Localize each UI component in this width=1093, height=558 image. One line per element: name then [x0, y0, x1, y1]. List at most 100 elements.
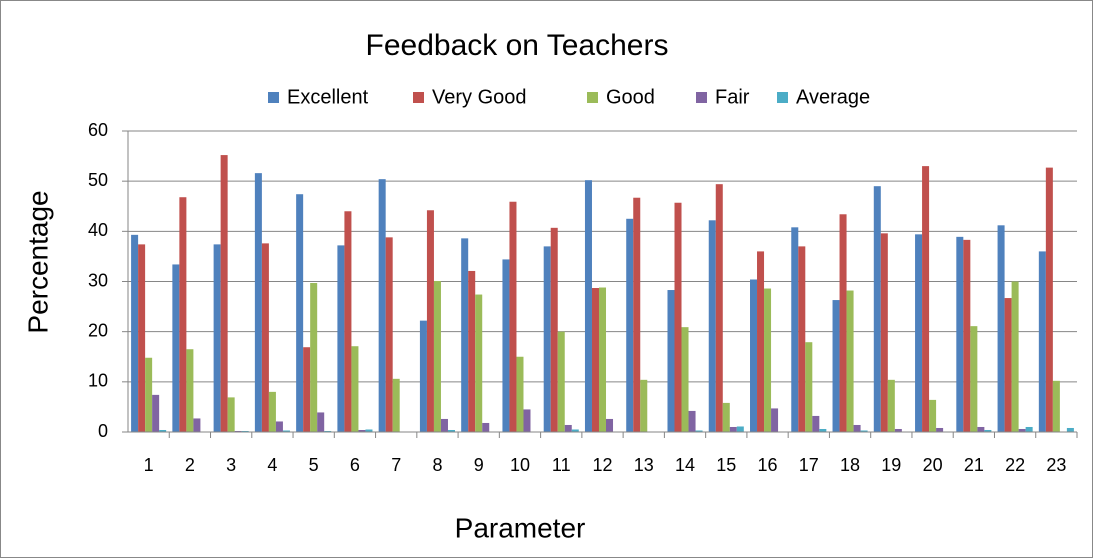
- bar: [385, 237, 393, 432]
- bar: [984, 429, 992, 432]
- bar: [344, 211, 352, 432]
- x-axis-title: Parameter: [455, 512, 586, 543]
- x-tick-label: 9: [474, 455, 484, 475]
- bar: [213, 244, 221, 432]
- bar: [1018, 428, 1026, 432]
- bar: [365, 429, 373, 432]
- legend-swatch: [268, 92, 279, 103]
- bar: [564, 424, 572, 432]
- x-tick-label: 17: [799, 455, 819, 475]
- y-tick-label: 10: [88, 371, 108, 391]
- bar: [798, 246, 806, 432]
- bar: [138, 244, 146, 432]
- bar: [172, 264, 180, 432]
- bar: [674, 202, 682, 432]
- x-tick-label: 13: [634, 455, 654, 475]
- x-tick-label: 4: [267, 455, 277, 475]
- bar: [1038, 251, 1046, 432]
- legend-label: Fair: [715, 86, 750, 108]
- y-tick-label: 20: [88, 320, 108, 340]
- x-tick-label: 21: [964, 455, 984, 475]
- bar: [1025, 426, 1033, 432]
- bar: [977, 426, 985, 432]
- bar: [853, 424, 861, 432]
- bar: [860, 430, 868, 432]
- bar: [241, 430, 249, 432]
- bar: [131, 234, 139, 432]
- bar: [227, 397, 235, 432]
- bar: [254, 173, 262, 432]
- bar: [1052, 380, 1060, 432]
- bar: [915, 234, 923, 432]
- bar: [936, 427, 944, 432]
- x-tick-label: 8: [432, 455, 442, 475]
- bar: [261, 243, 269, 432]
- bar: [145, 357, 153, 432]
- x-tick-label: 22: [1005, 455, 1025, 475]
- x-tick-label: 14: [675, 455, 695, 475]
- bar: [317, 412, 325, 432]
- bar: [392, 378, 400, 432]
- x-tick-label: 23: [1046, 455, 1066, 475]
- legend-swatch: [777, 92, 788, 103]
- bar: [970, 326, 978, 432]
- x-tick-label: 19: [881, 455, 901, 475]
- y-tick-label: 50: [88, 170, 108, 190]
- legend-swatch: [696, 92, 707, 103]
- bar: [186, 349, 194, 432]
- bar: [557, 331, 565, 432]
- bar: [523, 409, 531, 432]
- x-tick-label: 18: [840, 455, 860, 475]
- x-tick-label: 1: [144, 455, 154, 475]
- x-tick-label: 11: [552, 455, 571, 475]
- bar: [426, 210, 434, 432]
- bar: [873, 186, 881, 432]
- y-tick-label: 0: [98, 421, 108, 441]
- y-tick-label: 60: [88, 120, 108, 140]
- x-tick-label: 15: [716, 455, 736, 475]
- bar: [193, 418, 201, 432]
- x-tick-label: 5: [309, 455, 319, 475]
- bar: [764, 288, 772, 432]
- bar: [358, 429, 366, 432]
- bar: [234, 430, 242, 432]
- bar: [220, 155, 228, 432]
- bar: [447, 429, 455, 432]
- bar: [771, 408, 779, 432]
- chart-title: Feedback on Teachers: [366, 29, 669, 62]
- bar: [310, 283, 318, 432]
- bar: [715, 184, 723, 432]
- bar: [475, 294, 483, 432]
- bar: [282, 430, 290, 432]
- x-tick-label: 2: [185, 455, 195, 475]
- bar: [159, 429, 167, 432]
- bar: [598, 287, 607, 432]
- bar: [791, 227, 799, 432]
- x-tick-label: 16: [758, 455, 778, 475]
- bar: [633, 197, 641, 432]
- legend-swatch: [587, 92, 598, 103]
- y-axis-title: Percentage: [22, 190, 53, 333]
- y-tick-label: 40: [88, 220, 108, 240]
- x-tick-label: 7: [391, 455, 401, 475]
- bar: [722, 402, 730, 432]
- bar: [997, 225, 1005, 432]
- bar: [419, 320, 427, 432]
- bar: [846, 290, 854, 432]
- legend-swatch: [413, 92, 424, 103]
- bar: [681, 327, 689, 432]
- bar: [543, 246, 551, 432]
- legend-label: Average: [796, 86, 870, 108]
- bar: [591, 288, 599, 432]
- x-tick-label: 20: [923, 455, 943, 475]
- bar: [880, 233, 888, 432]
- x-tick-label: 3: [226, 455, 236, 475]
- bar: [571, 429, 579, 432]
- bar: [894, 428, 902, 432]
- bar: [468, 270, 476, 432]
- bar: [695, 430, 703, 432]
- bar: [351, 346, 359, 432]
- bar: [812, 415, 820, 432]
- bar: [516, 356, 524, 432]
